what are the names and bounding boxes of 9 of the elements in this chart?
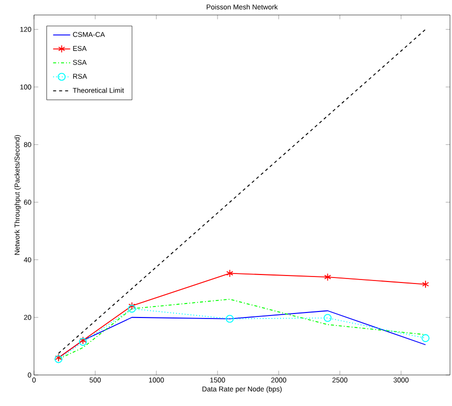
point xyxy=(324,273,332,282)
point xyxy=(422,280,430,288)
point xyxy=(324,314,332,322)
line-series xyxy=(58,298,426,360)
point xyxy=(226,269,234,278)
point xyxy=(226,314,234,323)
point xyxy=(128,302,136,310)
point xyxy=(128,304,136,313)
point xyxy=(422,334,430,342)
